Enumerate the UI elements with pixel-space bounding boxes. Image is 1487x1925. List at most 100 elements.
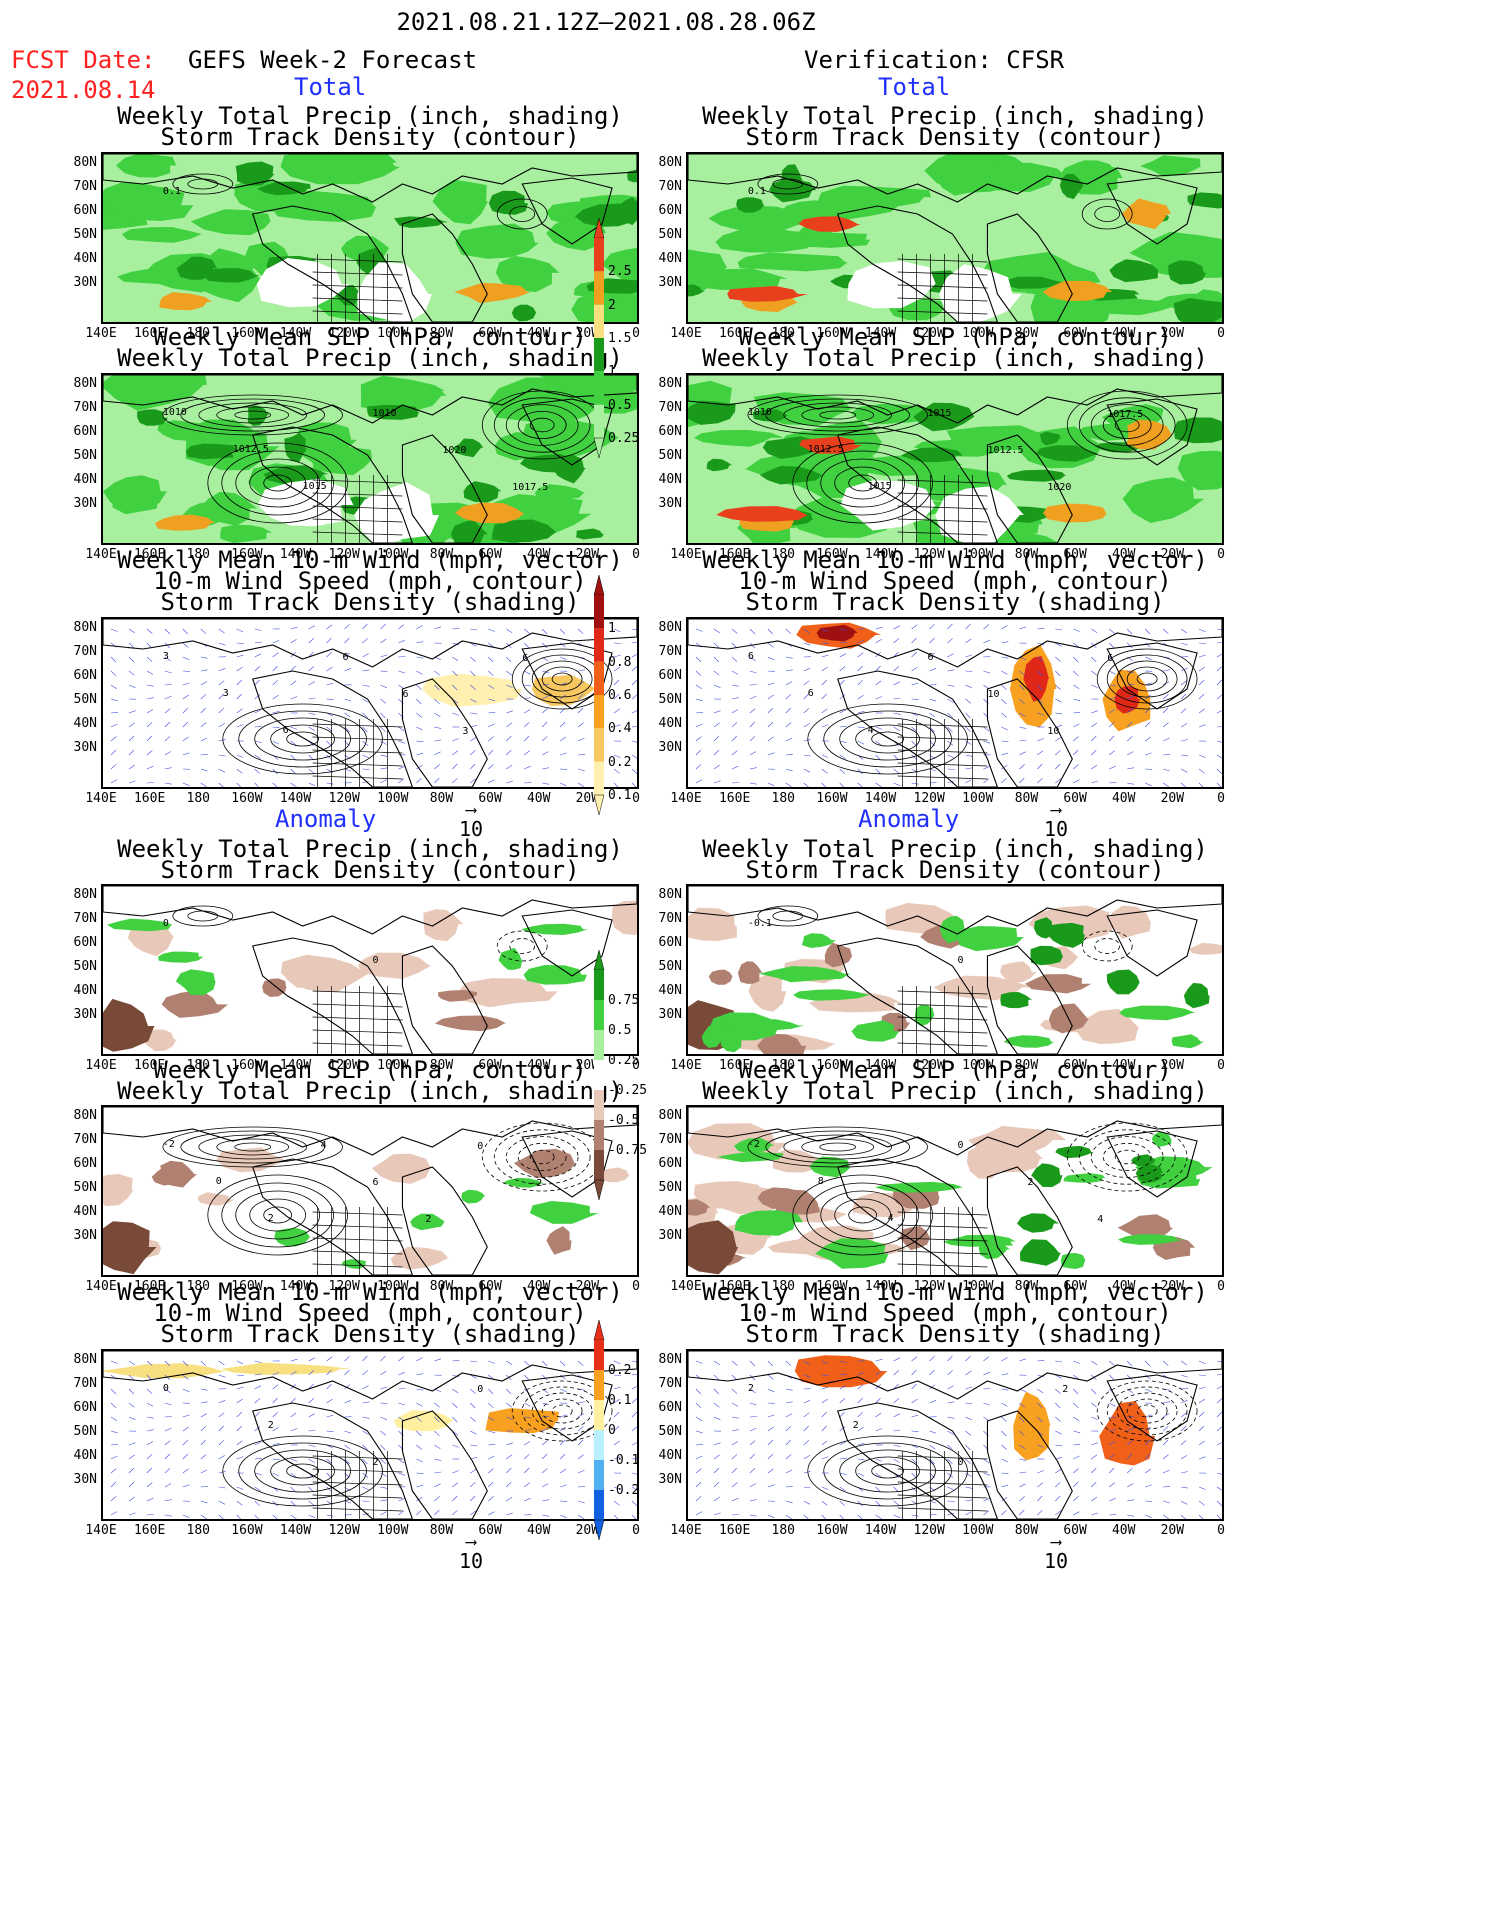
coastline-0 bbox=[688, 154, 1222, 203]
wind-vector bbox=[1216, 740, 1222, 743]
wind-vector bbox=[182, 1426, 189, 1432]
colorbar-cap bbox=[593, 794, 605, 816]
panel-title-line: Weekly Mean 10-m Wind (mph, vector) bbox=[117, 546, 623, 574]
wind-vector bbox=[749, 628, 756, 635]
contour-line bbox=[1096, 648, 1198, 710]
wind-vector bbox=[613, 1411, 620, 1418]
lon-label: 20W bbox=[1160, 547, 1185, 562]
wind-vector bbox=[965, 1402, 973, 1404]
wind-vector bbox=[803, 1439, 810, 1446]
wind-vector bbox=[911, 754, 917, 760]
wind-vector bbox=[1109, 750, 1115, 756]
wind-vector bbox=[1163, 1500, 1170, 1504]
wind-vector bbox=[767, 694, 774, 700]
lat-label: 80N bbox=[73, 620, 97, 635]
wind-vector bbox=[947, 1430, 954, 1435]
wind-vector bbox=[1126, 1453, 1133, 1460]
wind-vector bbox=[947, 653, 954, 658]
wind-vector bbox=[272, 1458, 280, 1461]
precip-shade bbox=[176, 256, 217, 280]
wind-vector bbox=[1037, 763, 1043, 770]
lon-label: 180 bbox=[186, 1523, 210, 1538]
coastline-0 bbox=[688, 886, 1222, 935]
wind-vector bbox=[488, 1455, 495, 1460]
coastline-2 bbox=[401, 1166, 488, 1275]
contour-label: 6 bbox=[402, 689, 408, 700]
lon-label: 0 bbox=[1217, 791, 1225, 806]
wind-vector bbox=[1109, 1402, 1116, 1407]
lon-label: 20W bbox=[1160, 791, 1185, 806]
contour-line bbox=[839, 1449, 936, 1493]
colorbar-segment bbox=[594, 661, 604, 695]
colorbar-segment bbox=[594, 404, 604, 438]
vector-reference: ⟶ 10 bbox=[451, 802, 491, 842]
wind-vector bbox=[523, 735, 530, 742]
wind-vector bbox=[200, 669, 208, 672]
coastline-2 bbox=[401, 434, 488, 543]
precip-shade bbox=[190, 209, 271, 236]
wind-vector bbox=[416, 1373, 424, 1376]
state-border bbox=[312, 749, 403, 754]
wind-vector bbox=[1126, 1468, 1133, 1474]
precip-shade bbox=[1064, 296, 1174, 316]
wind-vector bbox=[821, 1425, 827, 1432]
contour-line bbox=[263, 474, 293, 492]
contour-line bbox=[1114, 417, 1140, 433]
lon-label: 100W bbox=[377, 326, 409, 341]
wind-vector bbox=[559, 721, 566, 728]
wind-vector bbox=[893, 1514, 901, 1518]
wind-vector bbox=[488, 1511, 495, 1516]
wind-vector bbox=[1001, 752, 1009, 756]
precip-shade bbox=[455, 223, 540, 259]
wind-vector bbox=[577, 628, 584, 634]
coastline-2 bbox=[986, 434, 1073, 543]
wind-vector bbox=[218, 1486, 226, 1489]
contour-label: 6 bbox=[748, 651, 754, 662]
wind-vector bbox=[767, 1453, 774, 1460]
wind-vector bbox=[731, 628, 738, 634]
wind-vector bbox=[785, 628, 792, 634]
wind-vector bbox=[1019, 751, 1026, 756]
precip-shade bbox=[115, 154, 177, 178]
wind-vector bbox=[1180, 1412, 1187, 1418]
contour-label: 2 bbox=[1062, 1384, 1068, 1395]
wind-vector bbox=[344, 1369, 350, 1376]
wind-vector bbox=[821, 1440, 828, 1446]
wind-vector bbox=[236, 1440, 243, 1446]
lon-label: 40W bbox=[1111, 326, 1136, 341]
lon-label: 20W bbox=[575, 1523, 600, 1538]
state-border bbox=[897, 1003, 988, 1008]
wind-vector bbox=[218, 1412, 225, 1418]
wind-vector bbox=[983, 1402, 991, 1406]
wind-vector bbox=[947, 726, 953, 733]
wind-vector bbox=[983, 778, 990, 784]
wind-vector bbox=[524, 697, 532, 700]
wind-vector bbox=[164, 767, 172, 770]
wind-vector bbox=[1163, 768, 1170, 772]
lon-label: 140E bbox=[670, 791, 702, 806]
colorbar-segment bbox=[594, 1120, 604, 1150]
wind-vector bbox=[380, 712, 386, 719]
wind-vector bbox=[1055, 737, 1062, 742]
wind-vector bbox=[434, 764, 440, 770]
wind-vector bbox=[731, 782, 739, 784]
wind-vector bbox=[524, 765, 531, 770]
lon-label: 160E bbox=[718, 1523, 751, 1538]
precip-heavy bbox=[1126, 419, 1173, 450]
wind-vector bbox=[416, 764, 423, 770]
state-border bbox=[897, 1468, 988, 1473]
contour-label: -0.1 bbox=[748, 918, 772, 929]
wind-vector bbox=[182, 1360, 188, 1367]
wind-vector bbox=[1073, 1402, 1079, 1409]
wet-anomaly bbox=[1016, 1213, 1060, 1233]
wind-vector bbox=[613, 782, 619, 787]
coastline-1 bbox=[252, 426, 414, 543]
state-border bbox=[897, 1029, 988, 1034]
wind-vector bbox=[1145, 1388, 1152, 1392]
wind-vector bbox=[1198, 1514, 1204, 1519]
lon-label: 120W bbox=[328, 1523, 360, 1538]
wind-vector bbox=[218, 642, 226, 646]
wind-vector bbox=[911, 624, 918, 630]
lat-label: 50N bbox=[73, 1180, 97, 1195]
